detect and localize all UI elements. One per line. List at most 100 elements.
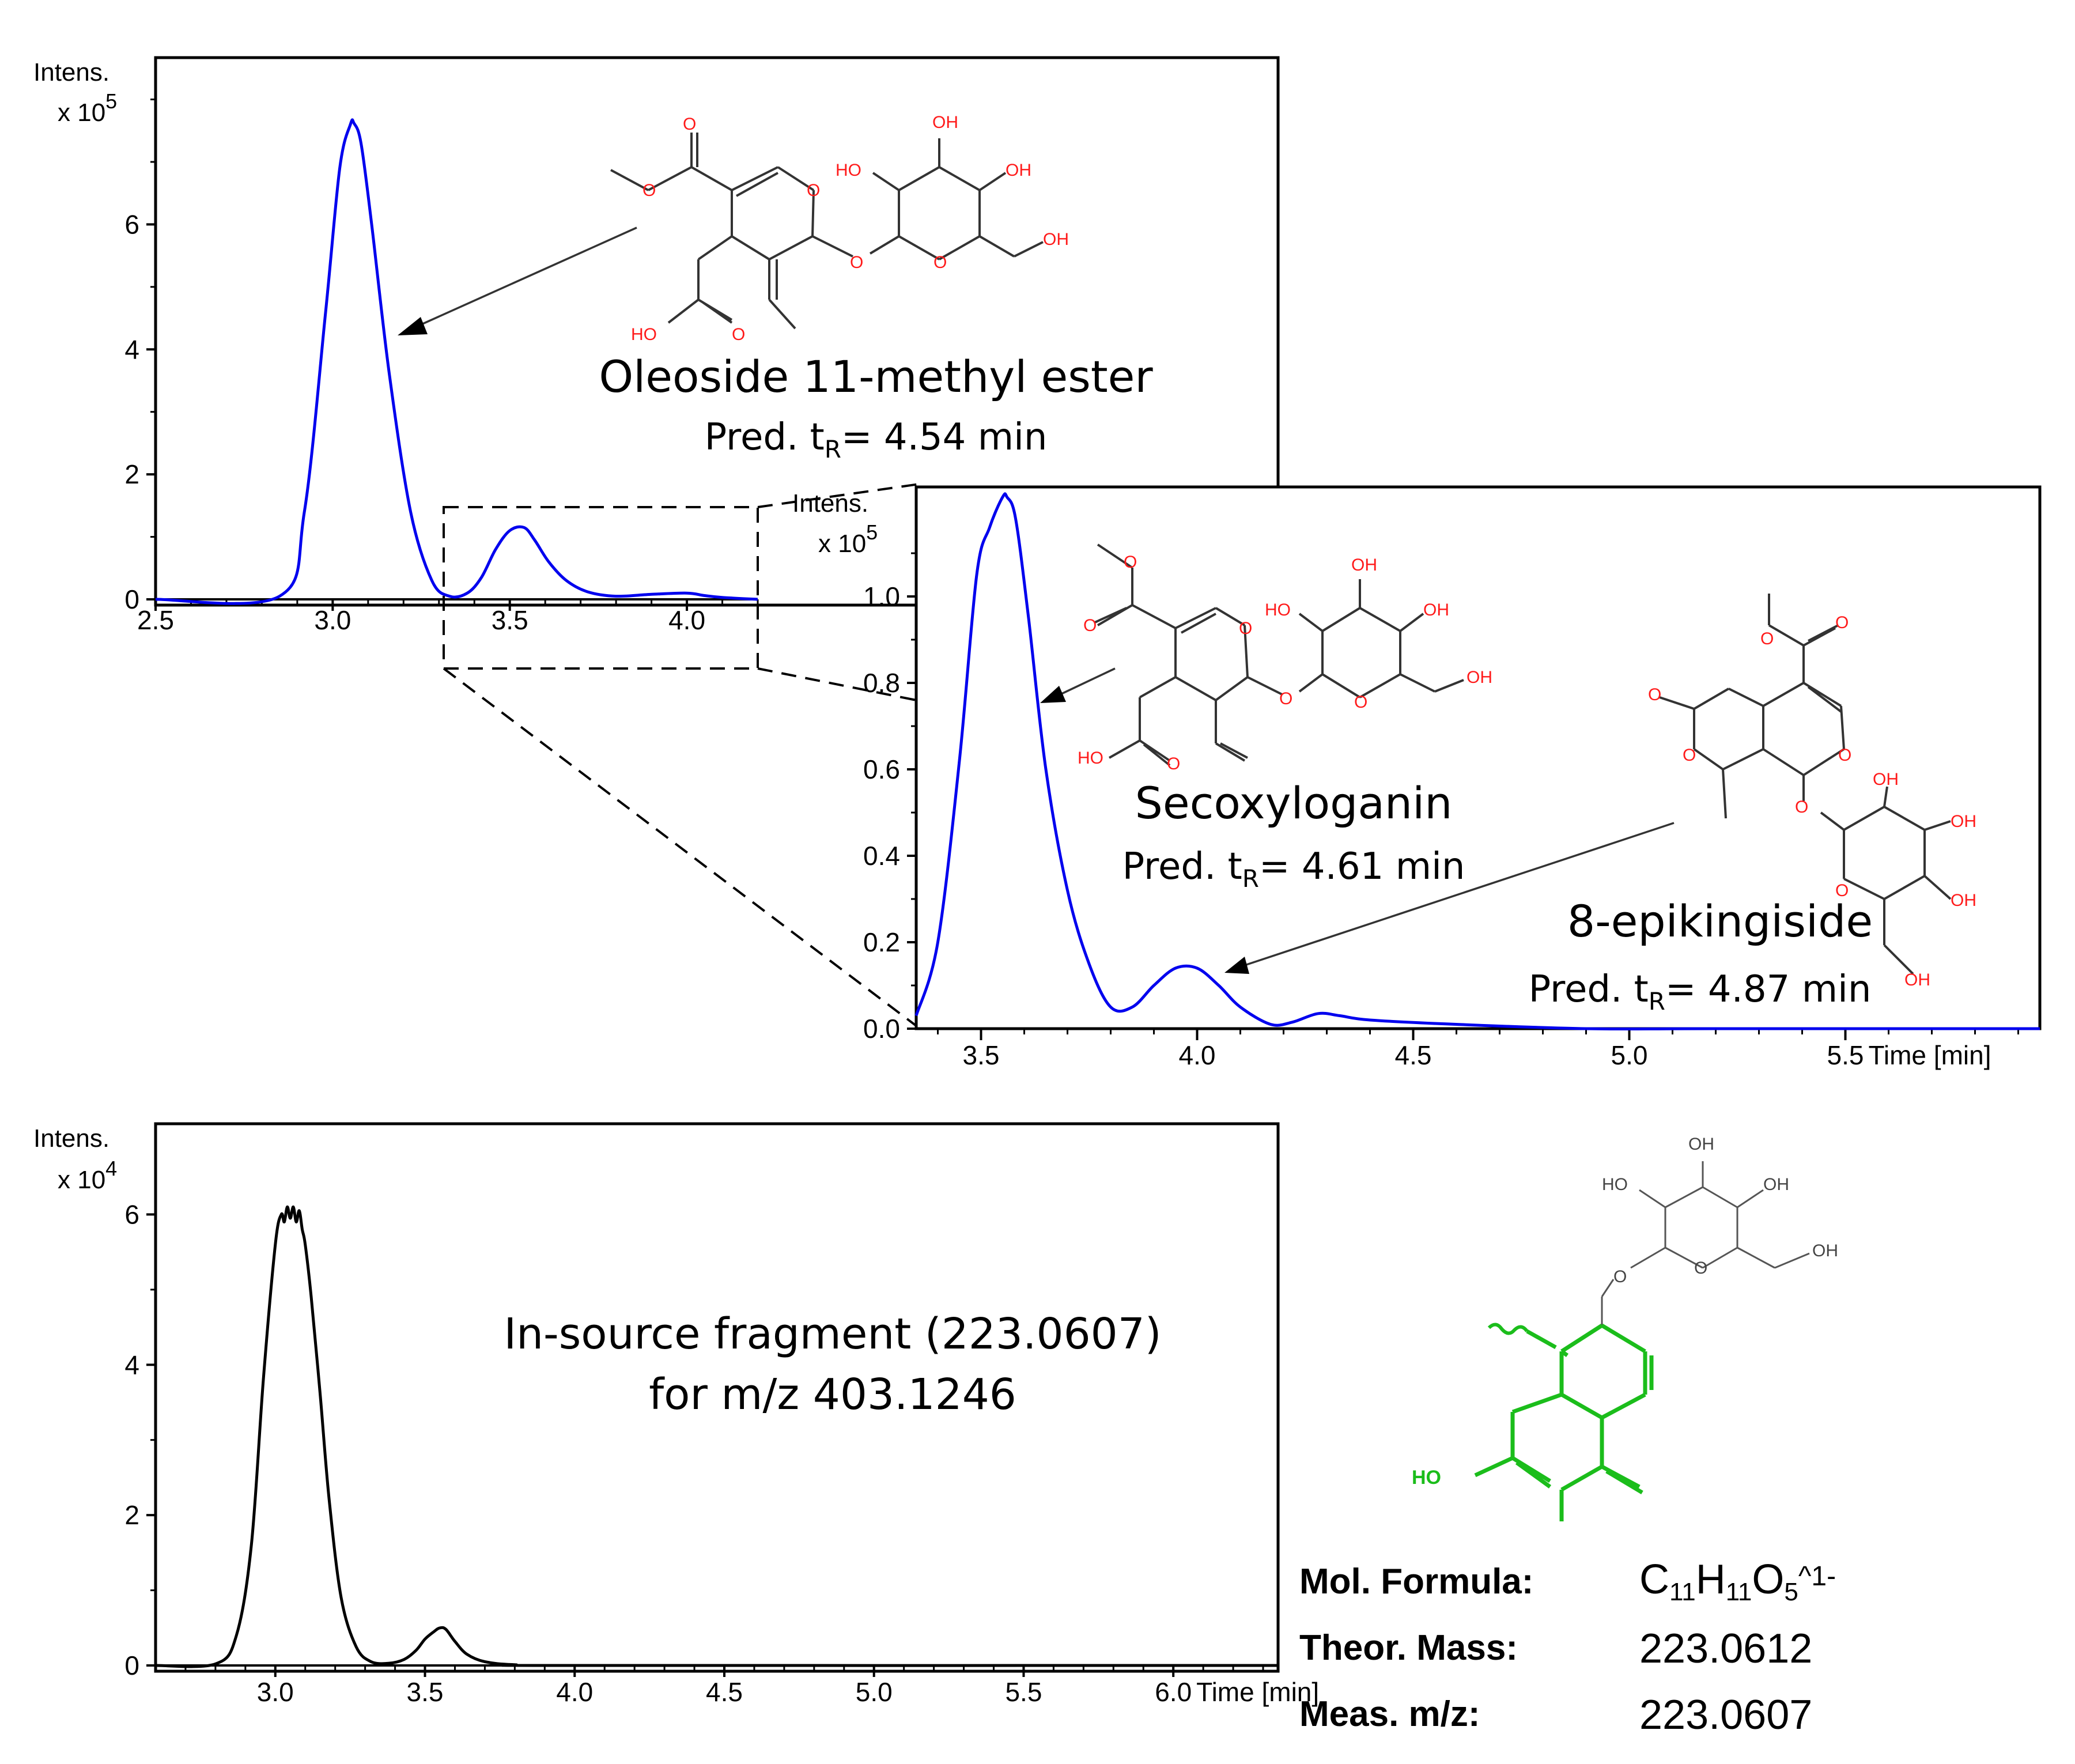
- oleoside-ho-acid: HO: [631, 325, 657, 344]
- formula-value: C11H11O5^1-: [1639, 1557, 1836, 1606]
- seco-o-sugar: O: [1354, 693, 1367, 712]
- top-x-tick-label: 3.0: [314, 605, 351, 635]
- seco-o-ester: O: [1124, 553, 1137, 572]
- bottom-chart: 3.0 3.5 4.0 4.5 5.0 5.5 6.0 Time [min] 0 2 4 6 Inte…: [33, 1122, 1319, 1707]
- zoom-panel-background: [916, 487, 2040, 1029]
- top-axes: 2.5 3.0 3.5 4.0 0 2 4 6: [124, 99, 759, 635]
- epikingiside-arrow: [1244, 822, 1675, 966]
- secoxyloganin-arrowhead: [1040, 686, 1066, 703]
- meas-mz-value: 223.0607: [1639, 1692, 1812, 1738]
- bottom-y-axis-label: Intens.: [33, 1124, 109, 1153]
- bottom-y-tick-label: 0: [124, 1650, 139, 1680]
- top-annotation-arrow: [414, 226, 637, 328]
- fragment-oh-ch2: OH: [1812, 1241, 1838, 1260]
- zoom-x-tick-label: 4.0: [1179, 1040, 1216, 1070]
- oleoside-ho-left: HO: [836, 161, 861, 180]
- bottom-x-axis-label: Time [min]: [1196, 1677, 1319, 1707]
- epik-oh-top: OH: [1873, 770, 1899, 789]
- epik-o-glyco: O: [1795, 798, 1808, 817]
- bottom-x-tick-label: 4.0: [556, 1677, 593, 1707]
- zoom-connector-top: [757, 483, 920, 508]
- oleoside-pred-tr: Pred. tR= 4.54 min: [705, 416, 1048, 463]
- oleoside-o-ester: O: [642, 181, 656, 200]
- oleoside-o-sugar: O: [933, 253, 947, 272]
- bottom-x-tick-label: 4.5: [706, 1677, 743, 1707]
- top-y-tick-label: 0: [124, 584, 139, 614]
- bottom-y-multiplier: x 104: [58, 1157, 117, 1194]
- top-chart: 2.5 3.0 3.5 4.0 0 2 4 6 Intens. x 105 O O O O O…: [33, 56, 1280, 1027]
- fragment-annotation-line1: In-source fragment (223.0607): [504, 1309, 1161, 1359]
- epikingiside-pred-tr: Pred. tR= 4.87 min: [1529, 968, 1872, 1015]
- oleoside-o-acid: O: [732, 325, 745, 344]
- epik-o-ester: O: [1760, 629, 1774, 648]
- zoom-x-tick-label: 5.0: [1611, 1040, 1648, 1070]
- seco-oh-top: OH: [1351, 556, 1377, 575]
- zoom-y-tick-label: 0.6: [863, 754, 900, 784]
- oleoside-name: Oleoside 11-methyl ester: [599, 351, 1153, 402]
- top-arrowhead: [398, 317, 428, 335]
- seco-ho-left: HO: [1265, 600, 1291, 620]
- fragment-oh-top: OH: [1688, 1135, 1714, 1154]
- oleoside-o-carbonyl: O: [683, 115, 696, 134]
- secoxyloganin-arrow: [1060, 667, 1116, 696]
- seco-oh-ch2: OH: [1467, 668, 1492, 687]
- top-x-tick-label: 2.5: [137, 605, 174, 635]
- zoom-x-axis-label: Time [min]: [1869, 1040, 1991, 1070]
- zoom-y-tick-label: 0.4: [863, 841, 900, 871]
- zoom-connector-mid: [757, 667, 917, 701]
- epikingiside-arrowhead: [1224, 957, 1249, 974]
- fragment-o-sugar: O: [1694, 1259, 1707, 1278]
- zoom-chromatogram-trace: [914, 492, 2040, 1031]
- fragment-annotation-line2: for m/z 403.1246: [649, 1370, 1016, 1419]
- zoom-x-tick-label: 3.5: [963, 1040, 1000, 1070]
- zoom-y-multiplier: x 105: [818, 520, 878, 558]
- top-x-tick-label: 3.5: [492, 605, 528, 635]
- bottom-plot-frame: [154, 1122, 1280, 1673]
- oleoside-oh-ch2: OH: [1043, 230, 1069, 249]
- oleoside-o-glyco: O: [850, 253, 863, 272]
- bottom-x-tick-label: 6.0: [1155, 1677, 1192, 1707]
- epik-o-lactone-ring: O: [1683, 746, 1696, 765]
- top-y-axis-label: Intens.: [33, 58, 109, 86]
- fragment-structure: OH HO OH OH O O HO: [1412, 1135, 1838, 1521]
- zoom-x-tick-label: 4.5: [1395, 1040, 1432, 1070]
- oleoside-oh-top: OH: [932, 113, 958, 132]
- zoom-y-tick-label: 1.0: [863, 581, 900, 611]
- fragment-o-glyco: O: [1613, 1267, 1627, 1286]
- epik-oh-right: OH: [1951, 812, 1976, 831]
- secoxyloganin-pred-tr: Pred. tR= 4.61 min: [1122, 845, 1465, 893]
- zoom-region-box: [443, 506, 759, 670]
- epik-o-lactone: O: [1648, 685, 1661, 704]
- zoom-x-tick-label: 5.5: [1827, 1040, 1864, 1070]
- top-plot-frame: [154, 56, 1280, 607]
- seco-o-ring: O: [1239, 619, 1252, 638]
- zoom-y-tick-label: 0.8: [863, 668, 900, 698]
- top-y-tick-label: 6: [124, 209, 139, 239]
- oleoside-oh-right: OH: [1006, 161, 1031, 180]
- epik-o-carbonyl: O: [1835, 613, 1849, 632]
- zoom-y-tick-label: 0.0: [863, 1014, 900, 1044]
- seco-ho-acid: HO: [1078, 749, 1103, 768]
- seco-oh-right: OH: [1423, 600, 1449, 620]
- theor-mass-value: 223.0612: [1639, 1626, 1812, 1672]
- epik-oh-ch2: OH: [1904, 970, 1930, 989]
- fragment-ho-left: HO: [1602, 1175, 1628, 1194]
- secoxyloganin-name: Secoxyloganin: [1135, 777, 1453, 829]
- bottom-chromatogram-trace: [155, 1205, 1279, 1668]
- top-chromatogram-trace: [155, 118, 758, 605]
- zoom-chart: 3.5 4.0 4.5 5.0 5.5 Time [min] 0.0 0.2 0.4 0.6 0.8…: [792, 485, 2042, 1070]
- bottom-y-tick-label: 2: [124, 1500, 139, 1530]
- oleoside-structure: O O O O O OH HO OH OH HO O: [610, 113, 1069, 344]
- top-y-tick-label: 4: [124, 334, 139, 364]
- fragment-oh-right: OH: [1763, 1175, 1789, 1194]
- zoom-connector-bottom: [443, 667, 917, 1027]
- zoom-y-tick-label: 0.2: [863, 927, 900, 957]
- molecule-info-table: Mol. Formula: C11H11O5^1- Theor. Mass: 2…: [1299, 1557, 1836, 1738]
- bottom-x-tick-label: 5.0: [856, 1677, 893, 1707]
- epik-o-ring: O: [1838, 746, 1851, 765]
- epikingiside-structure: O O O O O O O OH OH OH OH: [1648, 594, 1976, 989]
- theor-mass-label: Theor. Mass:: [1299, 1628, 1518, 1668]
- secoxyloganin-structure: O O O O O OH HO OH OH HO O: [1078, 543, 1492, 773]
- top-y-multiplier: x 105: [58, 89, 117, 127]
